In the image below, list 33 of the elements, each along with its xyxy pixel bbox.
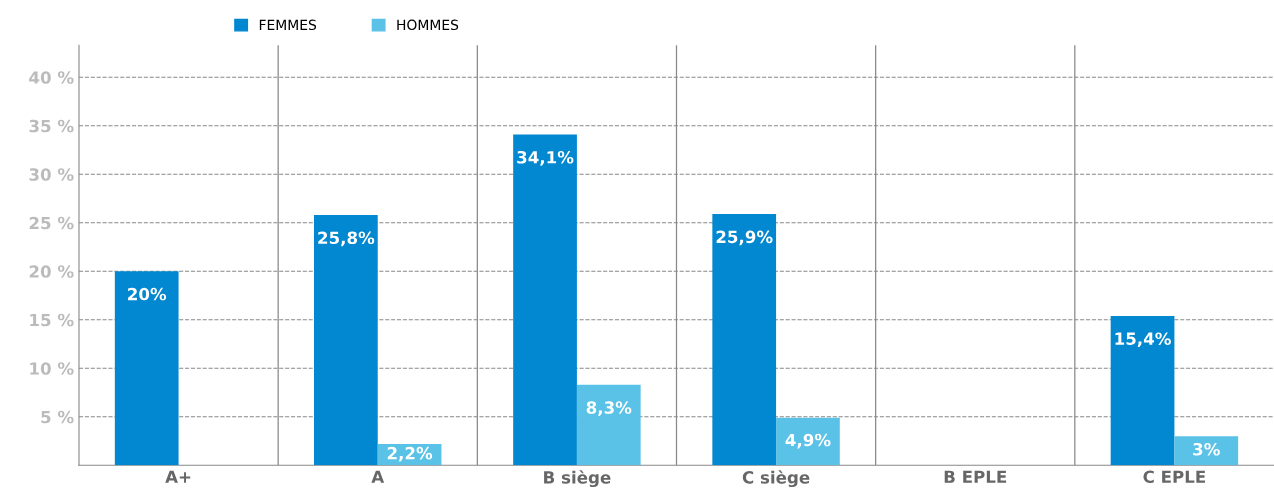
bar xyxy=(576,384,641,466)
data-label: 25,8% xyxy=(318,231,375,247)
data-label: 25,9% xyxy=(716,230,773,246)
bar xyxy=(776,417,840,466)
x-tick-label: C siège xyxy=(742,470,810,488)
bar xyxy=(712,214,777,466)
data-label: 34,1% xyxy=(517,150,574,166)
y-tick-label: 35 % xyxy=(29,119,74,133)
y-tick-label: 40 % xyxy=(29,71,74,84)
legend-label: FEMMES xyxy=(259,19,317,31)
legend-label: HOMMES xyxy=(397,19,459,31)
data-label: 20% xyxy=(128,287,167,301)
data-label: 2,2% xyxy=(387,446,433,462)
x-tick-label: A+ xyxy=(165,470,191,483)
y-tick-label: 30 % xyxy=(29,168,74,181)
y-tick-label: 10 % xyxy=(30,362,74,375)
y-tick-label: 5 % xyxy=(41,410,74,424)
data-label: 3% xyxy=(1193,442,1220,456)
bar xyxy=(114,271,179,466)
bar xyxy=(513,134,577,466)
x-tick-label: B EPLE xyxy=(944,470,1007,483)
y-tick-label: 15 % xyxy=(30,313,74,327)
y-tick-label: 20 % xyxy=(29,265,74,278)
bar xyxy=(314,215,378,466)
x-tick-label: C EPLE xyxy=(1143,470,1206,484)
data-label: 4,9% xyxy=(785,433,831,449)
data-label: 15,4% xyxy=(1115,332,1171,348)
bar xyxy=(1110,315,1175,466)
bar xyxy=(1174,436,1239,466)
x-tick-label: A xyxy=(371,470,385,483)
data-label: 8,3% xyxy=(586,401,632,416)
x-tick-label: B siège xyxy=(544,470,611,488)
y-tick-label: 25 % xyxy=(29,216,74,230)
